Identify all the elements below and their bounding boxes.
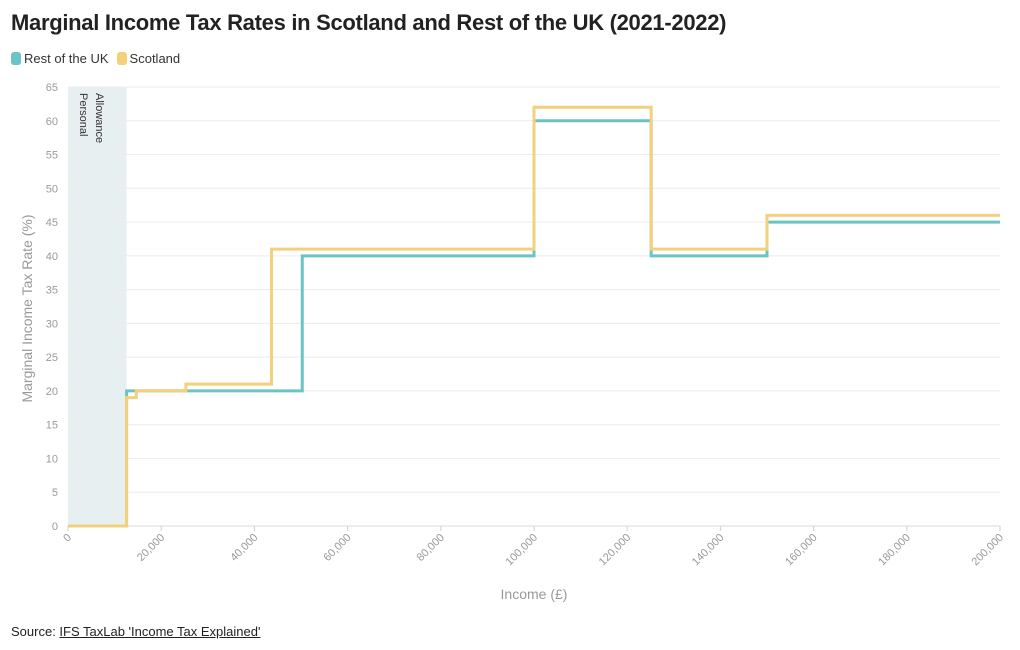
chart-title: Marginal Income Tax Rates in Scotland an… <box>11 10 727 35</box>
y-tick-label: 55 <box>46 150 58 162</box>
y-tick-label: 20 <box>46 386 58 398</box>
x-tick-label: 200,000 <box>970 532 1007 569</box>
x-tick-label: 140,000 <box>690 532 727 569</box>
x-tick-label: 0 <box>61 532 74 545</box>
y-tick-label: 0 <box>52 521 58 533</box>
x-axis-title: Income (£) <box>501 586 568 602</box>
legend-item-rest-of-uk[interactable]: Rest of the UK <box>11 51 109 66</box>
y-tick-label: 30 <box>46 318 58 330</box>
x-tick-label: 60,000 <box>321 532 353 564</box>
y-axis-title: Marginal Income Tax Rate (%) <box>19 214 35 402</box>
y-tick-label: 25 <box>46 352 58 364</box>
legend-swatch-scotland <box>116 52 127 65</box>
y-tick-label: 15 <box>46 420 58 432</box>
y-tick-label: 60 <box>46 116 58 128</box>
x-tick-label: 40,000 <box>228 532 260 564</box>
legend-item-scotland[interactable]: Scotland <box>116 51 181 66</box>
y-tick-label: 50 <box>46 183 58 195</box>
x-tick-label: 20,000 <box>135 532 167 564</box>
personal-allowance-band <box>68 87 127 526</box>
legend: Rest of the UK Scotland <box>11 51 188 66</box>
source-prefix: Source: <box>11 624 60 639</box>
y-tick-label: 5 <box>52 487 58 499</box>
x-tick-label: 160,000 <box>783 532 820 569</box>
legend-swatch-rest-of-uk <box>11 52 21 65</box>
source-link[interactable]: IFS TaxLab 'Income Tax Explained' <box>59 624 261 639</box>
y-tick-label: 65 <box>46 82 58 94</box>
y-tick-label: 35 <box>46 285 58 297</box>
y-tick-label: 40 <box>46 251 58 263</box>
source-note: Source: IFS TaxLab 'Income Tax Explained… <box>11 624 260 639</box>
x-tick-label: 120,000 <box>597 532 634 569</box>
y-tick-label: 45 <box>46 217 58 229</box>
legend-label-scotland: Scotland <box>129 51 181 66</box>
x-tick-label: 80,000 <box>415 532 447 564</box>
series-line-scotland <box>68 105 1000 528</box>
legend-label-rest-of-uk: Rest of the UK <box>24 51 109 66</box>
personal-allowance-label: Personal Allowance <box>77 93 105 143</box>
y-tick-label: 10 <box>46 453 58 465</box>
x-tick-label: 100,000 <box>504 532 541 569</box>
x-tick-label: 180,000 <box>876 532 913 569</box>
